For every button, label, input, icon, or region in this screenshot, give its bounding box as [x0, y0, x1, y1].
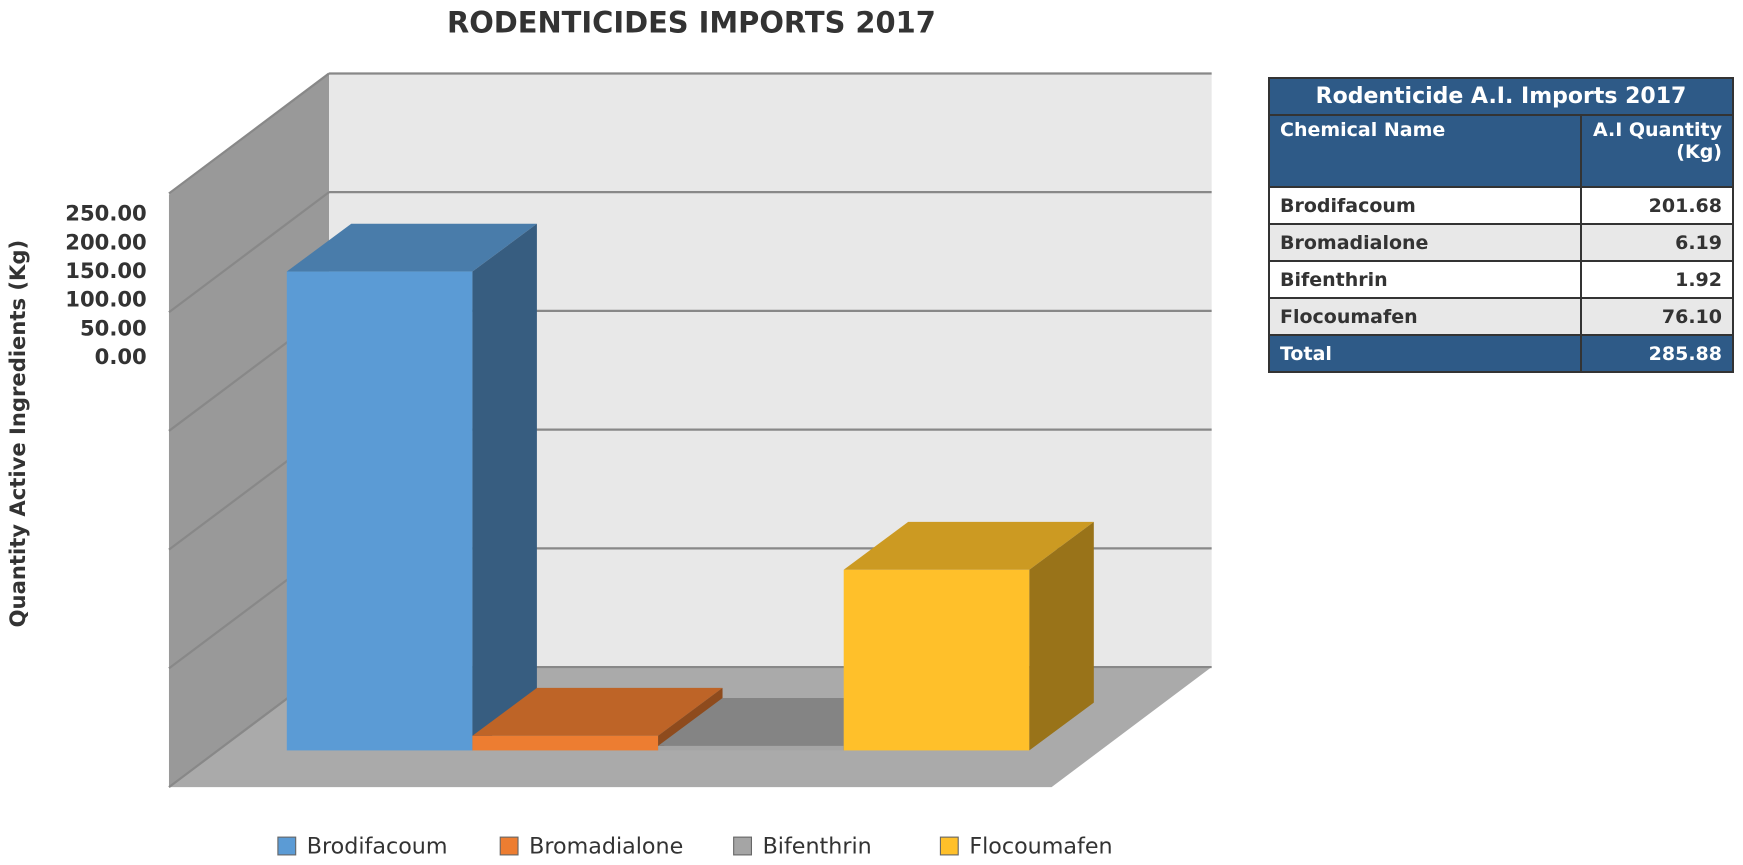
bar: [286, 271, 473, 751]
bar-top: [286, 223, 537, 272]
y-tick-label: 150.00: [65, 258, 146, 283]
y-tick-label: 250.00: [65, 201, 146, 226]
y-axis-label: Quantity Active Ingredients (Kg): [5, 240, 30, 628]
bar: [843, 569, 1030, 751]
bar-side: [1029, 521, 1094, 751]
data-table: Rodenticide A.I. Imports 2017 Chemical N…: [1268, 77, 1734, 373]
chart-title: RODENTICIDES IMPORTS 2017: [447, 6, 936, 40]
table-header: Chemical Name: [1268, 114, 1582, 188]
grid-line: [168, 191, 330, 314]
table-footer: Total: [1268, 334, 1582, 373]
legend-label: Bromadialone: [529, 834, 683, 860]
bar-top: [472, 687, 723, 736]
legend-label: Flocoumafen: [969, 834, 1112, 860]
table-cell: Bifenthrin: [1268, 260, 1582, 299]
bar: [658, 745, 844, 751]
legend-label: Brodifacoum: [307, 834, 448, 860]
table-cell: Flocoumafen: [1268, 297, 1582, 336]
legend-swatch: [939, 836, 959, 856]
bar-top: [843, 521, 1094, 570]
bar-side: [472, 223, 537, 751]
legend-swatch: [277, 836, 297, 856]
table-cell: 6.19: [1580, 223, 1734, 262]
table-header: A.I Quantity (Kg): [1580, 114, 1734, 188]
legend-swatch: [733, 836, 753, 856]
back-wall: [329, 73, 1212, 668]
y-tick-label: 100.00: [65, 287, 146, 312]
table-cell: 1.92: [1580, 260, 1734, 299]
bar: [472, 735, 659, 751]
y-tick-label: 0.00: [95, 344, 147, 369]
table-cell: 201.68: [1580, 186, 1734, 225]
table-cell: 76.10: [1580, 297, 1734, 336]
table-cell: Bromadialone: [1268, 223, 1582, 262]
table-cell: Brodifacoum: [1268, 186, 1582, 225]
table-footer: 285.88: [1580, 334, 1734, 373]
y-tick-label: 50.00: [80, 315, 147, 340]
legend-label: Bifenthrin: [763, 834, 872, 860]
table-title: Rodenticide A.I. Imports 2017: [1268, 77, 1734, 116]
grid-line: [168, 72, 330, 195]
y-tick-label: 200.00: [65, 229, 146, 254]
legend-swatch: [499, 836, 519, 856]
